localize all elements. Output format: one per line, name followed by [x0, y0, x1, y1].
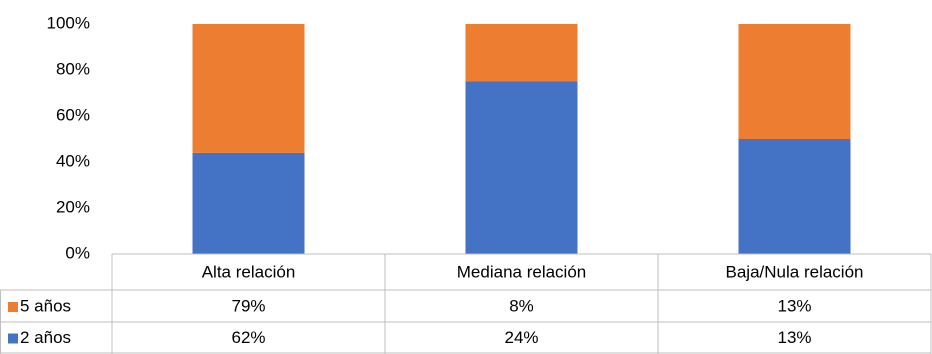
- data-table-value: 13%: [777, 296, 811, 315]
- legend-label: 2 años: [20, 328, 71, 347]
- data-table-value: 62%: [231, 328, 265, 347]
- data-table-value: 79%: [231, 296, 265, 315]
- bar-segment: [465, 81, 578, 254]
- bar-segment: [192, 152, 305, 254]
- legend-swatch: [8, 302, 18, 312]
- bar-segment: [738, 24, 851, 139]
- bar-segment: [192, 24, 305, 153]
- data-table-value: 13%: [777, 328, 811, 347]
- bar-segment: [738, 139, 851, 254]
- y-tick-label: 0%: [65, 243, 90, 262]
- data-table-value: 24%: [504, 328, 538, 347]
- y-tick-label: 20%: [56, 197, 90, 216]
- legend-label: 5 años: [20, 296, 71, 315]
- x-tick-label: Baja/Nula relación: [726, 262, 864, 281]
- y-tick-label: 40%: [56, 151, 90, 170]
- bar-segment: [465, 24, 578, 82]
- y-tick-label: 100%: [47, 13, 90, 32]
- x-tick-label: Mediana relación: [457, 262, 586, 281]
- data-table-value: 8%: [509, 296, 534, 315]
- y-tick-label: 80%: [56, 59, 90, 78]
- y-tick-label: 60%: [56, 105, 90, 124]
- x-tick-label: Alta relación: [202, 262, 296, 281]
- legend-swatch: [8, 333, 18, 344]
